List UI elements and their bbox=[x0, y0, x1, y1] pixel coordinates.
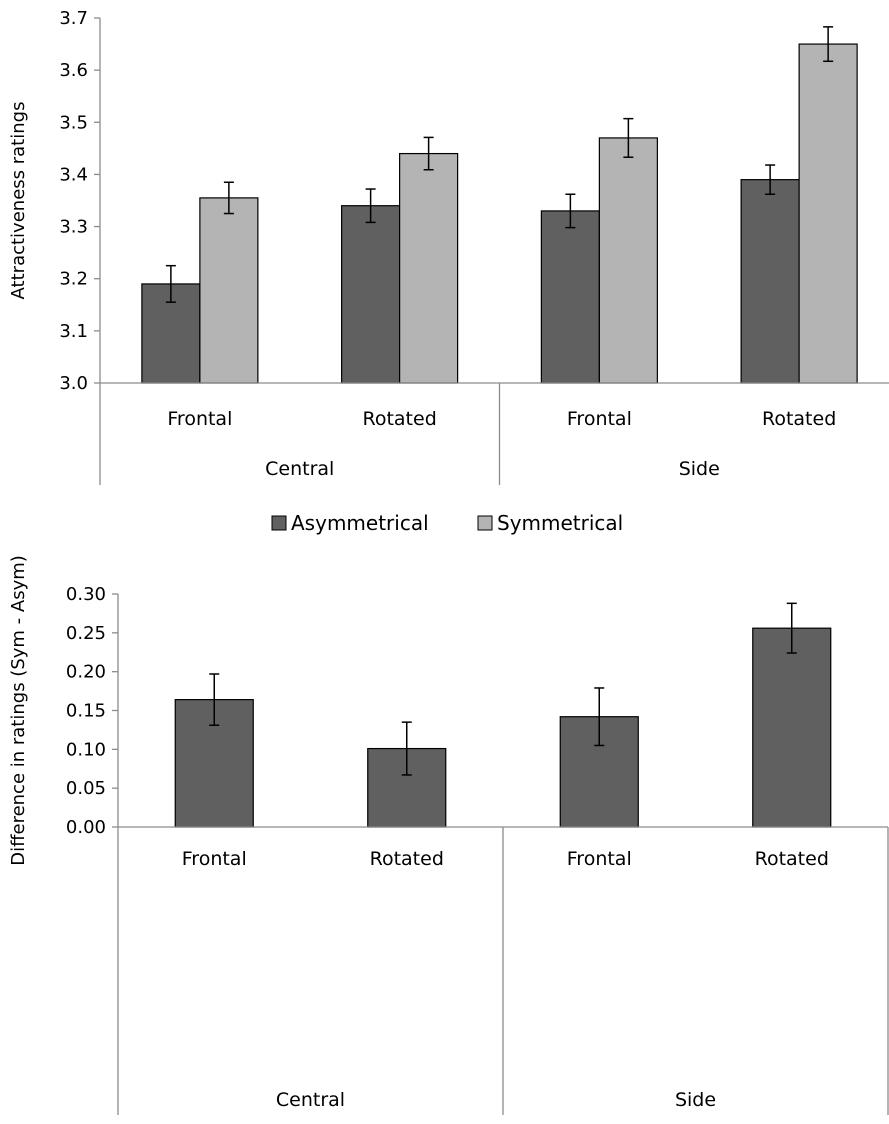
y-tick-label: 0.00 bbox=[66, 817, 106, 838]
group-label: Central bbox=[265, 458, 334, 480]
difference-chart: 0.00 0.05 0.10 0.15 0.20 0.25 0.30 Difference i… bbox=[8, 555, 889, 1115]
category-label: Rotated bbox=[362, 408, 436, 430]
y-tick-label: 3.1 bbox=[59, 321, 88, 342]
category-label: Rotated bbox=[762, 408, 836, 430]
category-label: Frontal bbox=[567, 848, 632, 870]
legend: Asymmetrical Symmetrical bbox=[271, 511, 623, 535]
bar bbox=[399, 152, 459, 384]
bar bbox=[740, 179, 800, 384]
y-tick-label: 3.5 bbox=[59, 112, 88, 133]
category-label: Frontal bbox=[567, 408, 632, 430]
y-tick-label: 3.3 bbox=[59, 217, 88, 238]
category-label: Frontal bbox=[167, 408, 232, 430]
group-label: Side bbox=[675, 1089, 716, 1111]
y-axis-title: Difference in ratings (Sym - Asym) bbox=[8, 555, 29, 866]
bar bbox=[798, 43, 858, 384]
y-tick-label: 0.25 bbox=[66, 623, 106, 644]
y-tick-label: 3.4 bbox=[59, 164, 88, 185]
legend-label: Symmetrical bbox=[497, 511, 623, 535]
attractiveness-chart: 3.0 3.1 3.2 3.3 3.4 3.5 3.6 3.7 Attractiveness r… bbox=[8, 8, 889, 485]
y-tick-label: 3.0 bbox=[59, 373, 88, 394]
y-axis-title: Attractiveness ratings bbox=[8, 102, 29, 300]
category-label: Rotated bbox=[755, 848, 829, 870]
legend-swatch bbox=[477, 515, 493, 531]
y-tick-label: 0.20 bbox=[66, 662, 106, 683]
legend-swatch bbox=[271, 515, 287, 531]
bar bbox=[752, 627, 832, 828]
y-tick-label: 3.7 bbox=[59, 8, 88, 29]
legend-label: Asymmetrical bbox=[291, 511, 429, 535]
group-label: Side bbox=[679, 458, 720, 480]
bar bbox=[598, 137, 658, 384]
y-tick-label: 0.15 bbox=[66, 701, 106, 722]
bar bbox=[199, 197, 259, 384]
y-tick-label: 0.30 bbox=[66, 584, 106, 605]
bar bbox=[540, 210, 600, 384]
y-tick-label: 3.6 bbox=[59, 60, 88, 81]
category-label: Frontal bbox=[182, 848, 247, 870]
y-tick-label: 3.2 bbox=[59, 269, 88, 290]
category-label: Rotated bbox=[370, 848, 444, 870]
y-tick-label: 0.05 bbox=[66, 778, 106, 799]
y-tick-label: 0.10 bbox=[66, 739, 106, 760]
group-label: Central bbox=[276, 1089, 345, 1111]
bar bbox=[341, 205, 401, 384]
